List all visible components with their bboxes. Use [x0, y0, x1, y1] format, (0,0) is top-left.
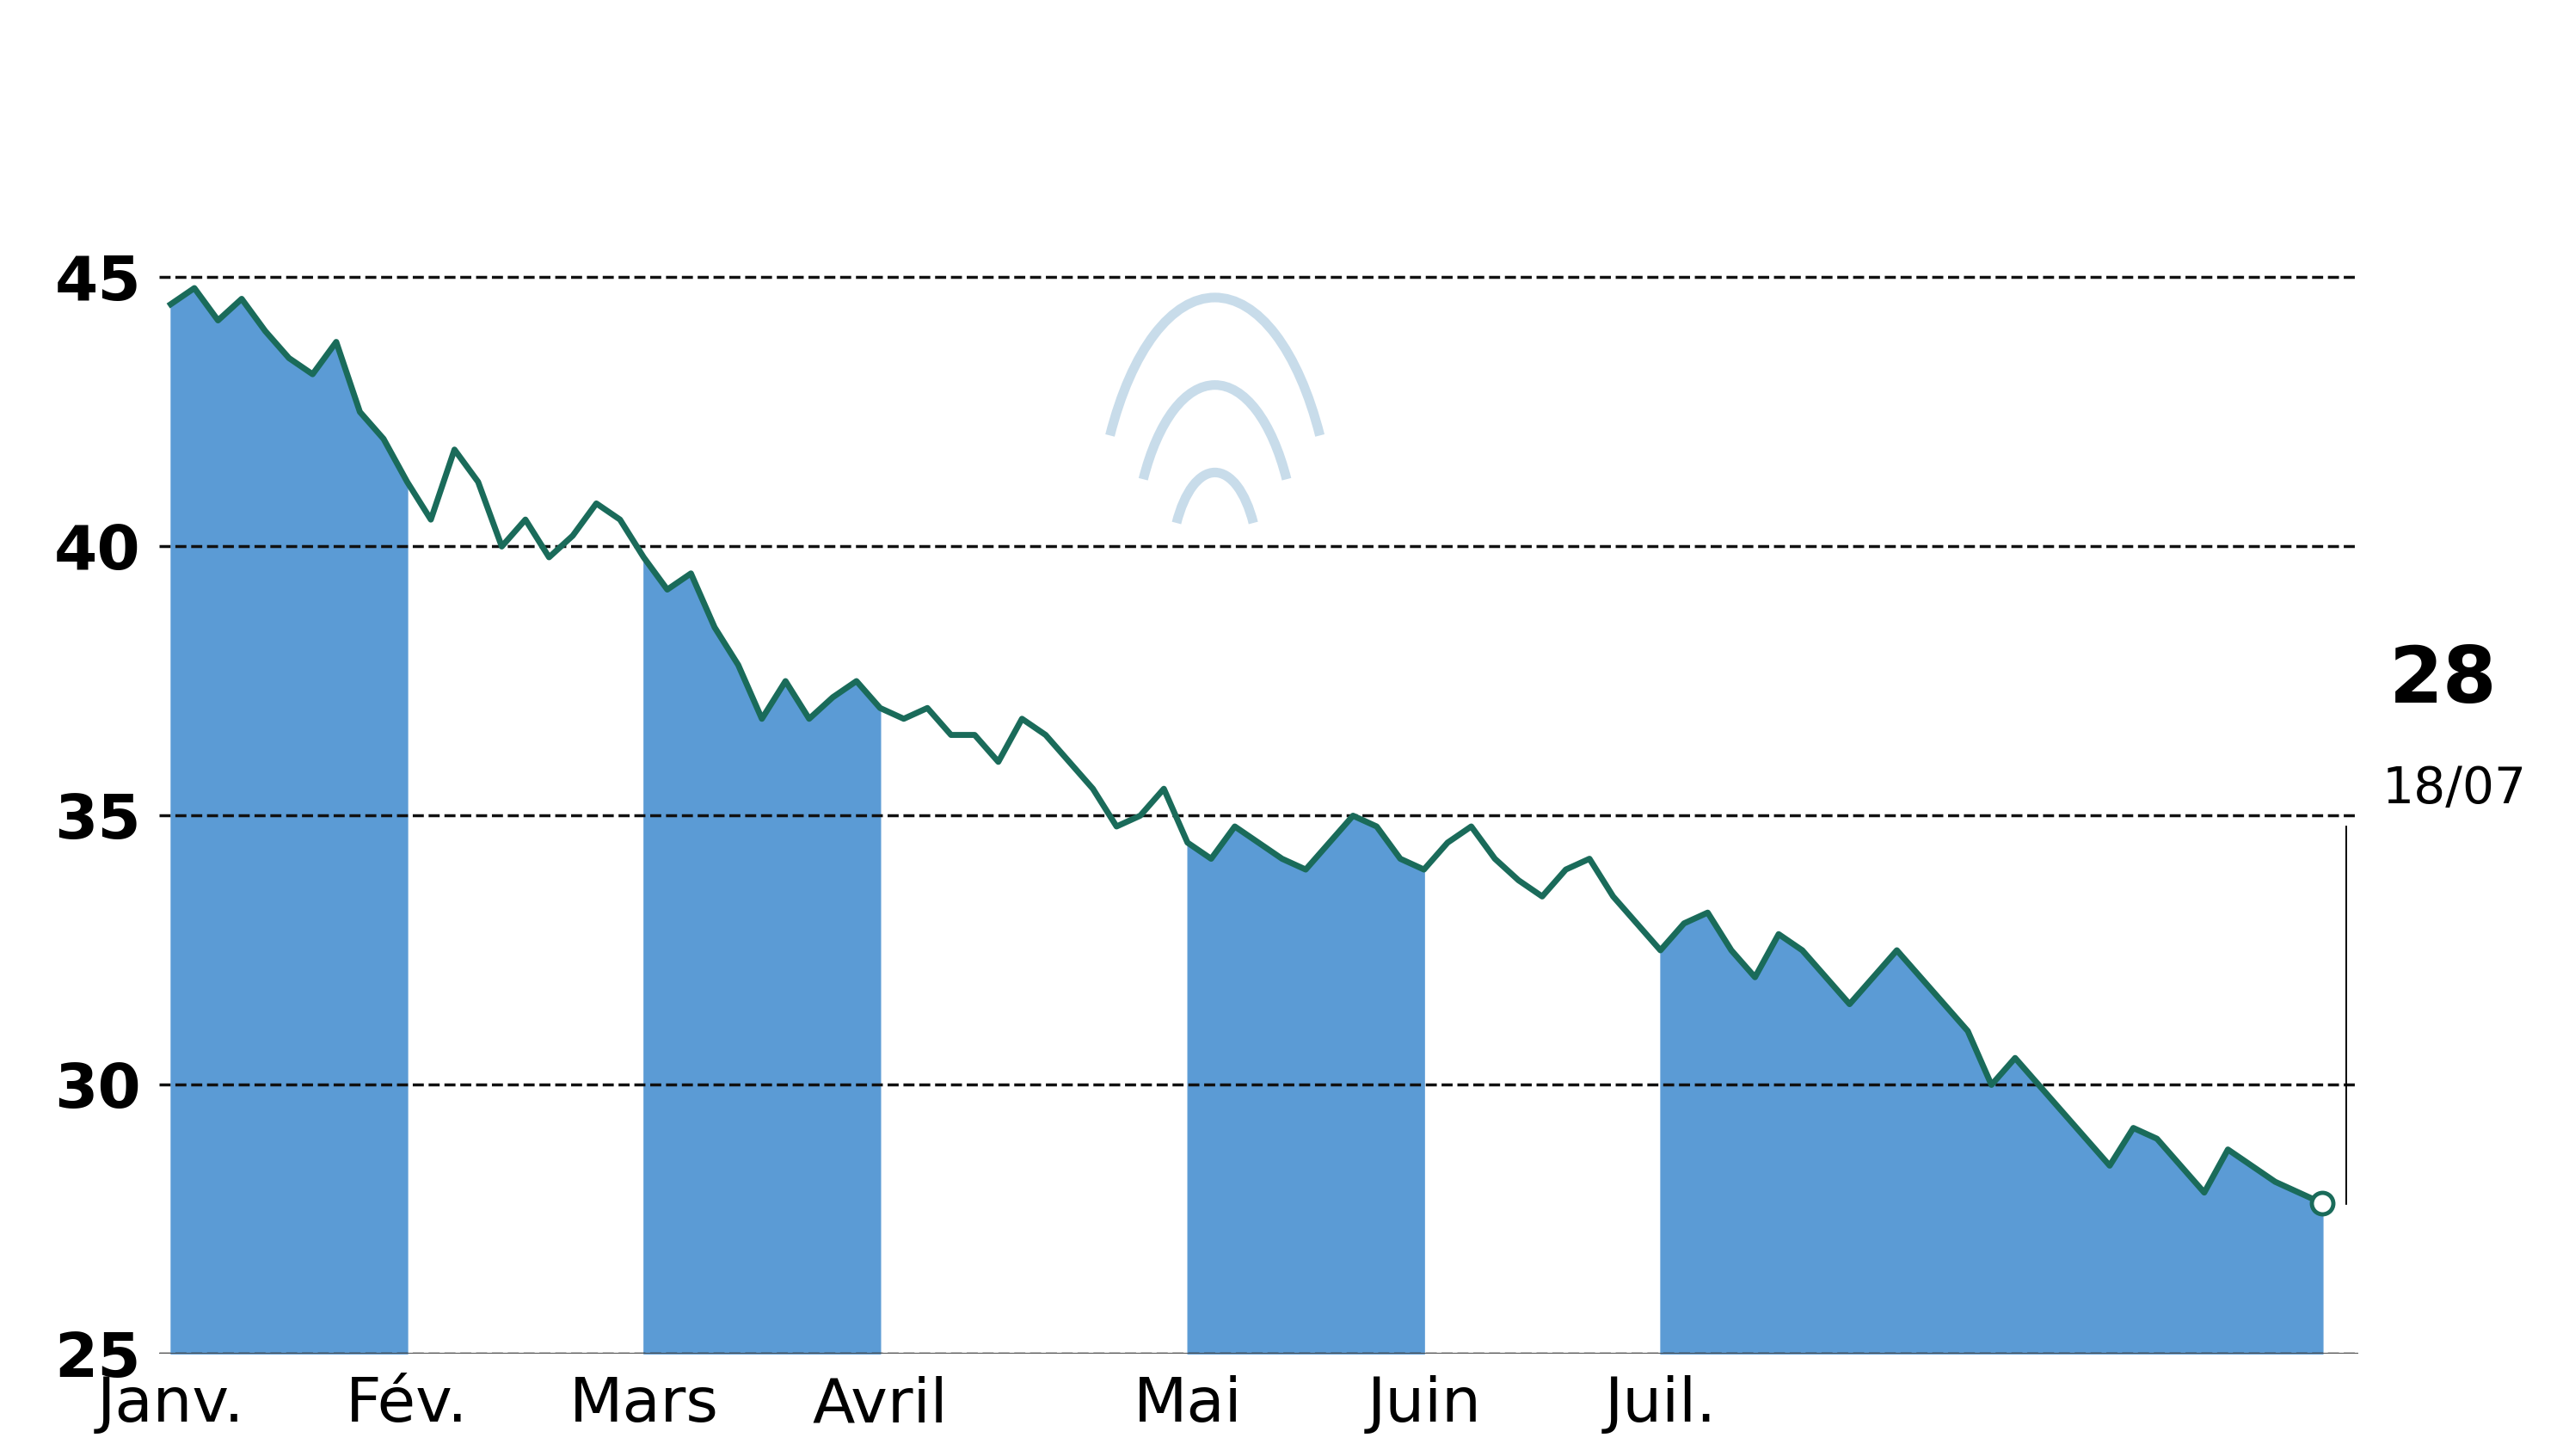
Bar	[408, 197, 643, 1354]
Text: Data Modul AG Produktion Und Vertrieb Von Elektronischen S: Data Modul AG Produktion Und Vertrieb Vo…	[13, 48, 2563, 141]
Text: 28: 28	[2389, 644, 2496, 719]
Text: 18/07: 18/07	[2381, 764, 2527, 814]
Bar	[879, 197, 1187, 1354]
Bar	[1425, 197, 1661, 1354]
